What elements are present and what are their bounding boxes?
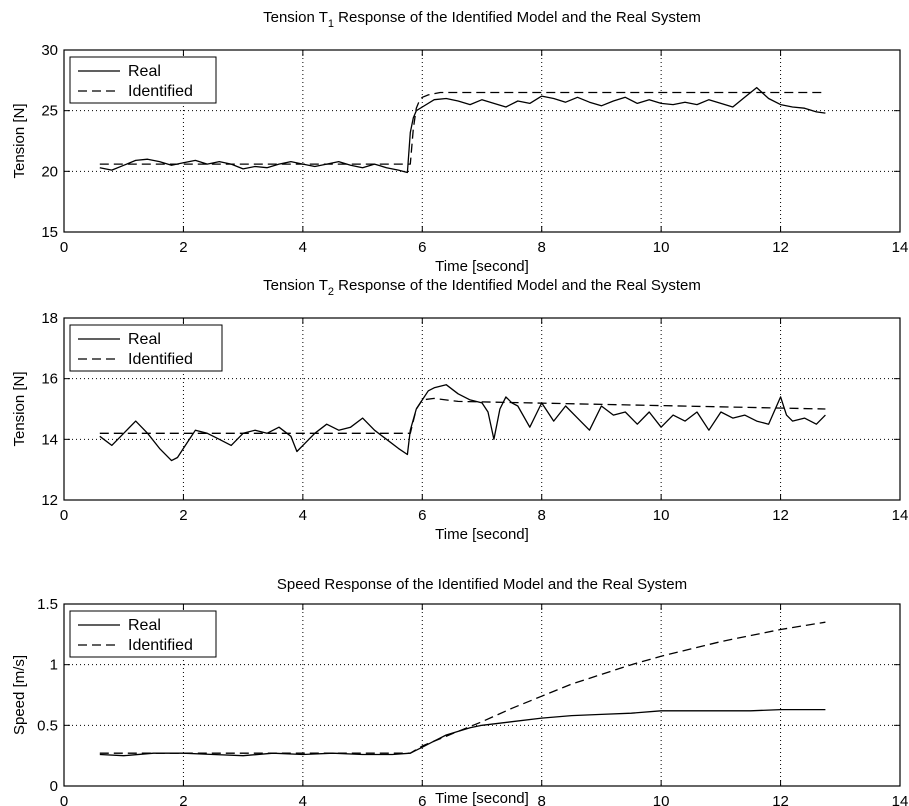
x-tick-label: 10 [653, 793, 670, 806]
x-tick-label: 14 [892, 507, 909, 524]
x-tick-label: 4 [299, 507, 307, 524]
chart-title-main: Tension T [263, 277, 328, 294]
x-tick-label: 2 [179, 239, 187, 256]
y-tick-label: 1.5 [37, 596, 58, 613]
x-tick-label: 10 [653, 507, 670, 524]
chart-title: Speed Response of the Identified Model a… [277, 576, 687, 593]
x-tick-label: 8 [538, 239, 546, 256]
x-tick-label: 14 [892, 239, 909, 256]
y-axis-label: Tension [N] [11, 371, 28, 446]
series-line-identified [99, 91, 826, 165]
x-tick-label: 10 [653, 239, 670, 256]
legend-label-identified: Identified [128, 637, 193, 654]
x-tick-label: 8 [538, 793, 546, 806]
chart-2: 0 2 4 6 8 10 12 14 12 14 16 18 Time [second] Tension … [11, 277, 908, 543]
series-line-real [99, 384, 826, 462]
chart-title-main: Speed Response of the Identified Model a… [277, 576, 687, 593]
chart-3: 0 2 4 6 8 10 12 14 0 0.5 1 1.5 Time [second] Speed [m… [11, 576, 908, 806]
series-line-identified [99, 397, 826, 434]
legend: Real Identified [69, 324, 223, 372]
x-tick-label: 2 [179, 507, 187, 524]
legend-label-real: Real [128, 331, 161, 348]
x-tick-label: 0 [60, 239, 68, 256]
x-tick-label: 0 [60, 507, 68, 524]
y-tick-label: 0 [50, 778, 58, 795]
axes-frame [63, 603, 901, 787]
legend-box [69, 610, 217, 658]
x-tick-label: 2 [179, 793, 187, 806]
legend: Real Identified [69, 56, 217, 104]
y-tick-label: 0.5 [37, 717, 58, 734]
chart-title-subscript: 1 [328, 18, 334, 30]
y-tick-label: 14 [41, 431, 58, 448]
y-axis-label: Tension [N] [11, 103, 28, 178]
y-tick-label: 15 [41, 224, 58, 241]
y-tick-label: 18 [41, 310, 58, 327]
x-tick-label: 12 [772, 507, 789, 524]
chart-title: Tension T2 Response of the Identified Mo… [263, 277, 701, 298]
x-axis-label: Time [second] [435, 526, 529, 543]
x-tick-label: 4 [299, 793, 307, 806]
legend-box [69, 324, 223, 372]
x-tick-label: 12 [772, 793, 789, 806]
y-tick-label: 25 [41, 103, 58, 120]
chart-title-rest: Response of the Identified Model and the… [334, 9, 701, 26]
legend-label-identified: Identified [128, 83, 193, 100]
legend-label-real: Real [128, 617, 161, 634]
x-tick-label: 14 [892, 793, 909, 806]
x-tick-label: 6 [418, 239, 426, 256]
y-tick-label: 16 [41, 371, 58, 388]
chart-1: 0 2 4 6 8 10 12 14 15 20 25 30 Time [second] Tension … [11, 9, 908, 275]
y-axis-label: Speed [m/s] [11, 655, 28, 735]
chart-title-main: Tension T [263, 9, 328, 26]
y-tick-label: 12 [41, 492, 58, 509]
legend: Real Identified [69, 610, 217, 658]
legend-label-identified: Identified [128, 351, 193, 368]
x-axis-label: Time [second] [435, 790, 529, 806]
x-axis-label: Time [second] [435, 258, 529, 275]
series-line-real [99, 86, 826, 174]
x-tick-label: 8 [538, 507, 546, 524]
legend-label-real: Real [128, 63, 161, 80]
y-tick-label: 30 [41, 42, 58, 59]
chart-title: Tension T1 Response of the Identified Mo… [263, 9, 701, 30]
axes-frame [63, 317, 901, 501]
chart-title-rest: Response of the Identified Model and the… [334, 277, 701, 294]
legend-box [69, 56, 217, 104]
chart-title-subscript: 2 [328, 286, 334, 298]
axes-frame [63, 49, 901, 233]
x-tick-label: 6 [418, 793, 426, 806]
x-tick-label: 4 [299, 239, 307, 256]
x-tick-label: 6 [418, 507, 426, 524]
x-tick-label: 0 [60, 793, 68, 806]
x-tick-label: 12 [772, 239, 789, 256]
y-tick-label: 20 [41, 163, 58, 180]
y-tick-label: 1 [50, 657, 58, 674]
